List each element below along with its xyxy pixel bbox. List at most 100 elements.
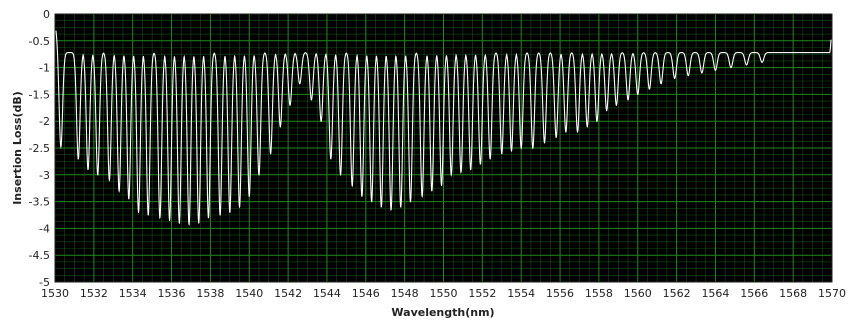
dip-point [390,209,392,211]
x-tick-label: 1560 [624,287,652,300]
x-tick-label: 1566 [740,287,768,300]
y-tick-label: -3.5 [29,196,50,209]
dip-point [431,190,433,192]
x-tick-label: 1564 [701,287,729,300]
dip-point [555,136,557,138]
y-axis-title: Insertion Loss(dB) [11,91,24,205]
y-tick-label: -4.5 [29,249,50,262]
dip-point [576,131,579,133]
y-tick-label: -2.5 [29,142,50,155]
dip-point [687,75,689,77]
dip-point [258,174,260,176]
y-tick-label: -0.5 [29,35,50,48]
dip-point [238,206,241,208]
x-tick-label: 1538 [196,287,224,300]
x-tick-label: 1542 [274,287,302,300]
dip-point [310,99,313,101]
dip-point [421,195,423,197]
dip-point [489,158,491,160]
y-tick-label: -5 [39,276,50,289]
dip-point [60,147,62,149]
dip-point [108,179,110,181]
dip-point [380,206,382,208]
dip-point [409,201,412,203]
dip-point [674,77,676,79]
dip-point [460,171,462,173]
x-tick-label: 1558 [585,287,613,300]
dip-point [532,147,534,149]
dip-point [299,83,301,85]
dip-point [229,211,231,213]
dip-point [701,72,703,74]
dip-point [178,222,180,224]
dip-point [637,93,639,95]
dip-point [615,104,617,106]
y-tick-label: 0 [43,8,50,21]
dip-point [118,190,120,192]
x-tick-label: 1570 [818,287,846,300]
dip-point [77,158,79,160]
dip-point [330,158,332,160]
dip-point [147,214,149,216]
grid-lines [54,13,833,283]
x-tick-label: 1562 [663,287,691,300]
dip-point [361,195,363,197]
dip-point [219,214,221,216]
dip-point [87,168,89,171]
dip-point [761,61,763,63]
x-tick-label: 1534 [119,287,147,300]
x-axis-ticks: 1530 1532 1534 1536 1538 1540 1542 1544 1546 1548… [41,287,846,300]
dip-point [648,88,651,90]
dip-point [440,184,443,187]
y-tick-label: -3 [39,169,50,182]
dip-point [586,125,588,128]
dip-point [596,120,598,122]
dip-point [320,120,322,122]
dip-point [270,152,272,154]
dip-point [351,184,353,187]
dip-point [159,217,161,219]
dip-point [198,222,200,224]
dip-point [510,150,513,152]
y-tick-label: -4 [39,222,50,235]
dip-point [188,223,190,225]
x-tick-label: 1554 [507,287,535,300]
x-tick-label: 1568 [779,287,807,300]
dip-point [520,147,522,149]
plot-frame [54,13,833,283]
dip-point [169,219,171,221]
y-axis-ticks: 0 -0.5 -1 -1.5 -2 -2.5 -3 -3.5 -4 -4.5 -5 [29,8,50,289]
dip-point [137,211,140,213]
dip-point [400,206,402,208]
x-tick-label: 1540 [235,287,263,300]
x-tick-label: 1532 [80,287,108,300]
dip-point [450,174,452,176]
dip-point [248,195,250,197]
dip-point [606,109,608,112]
dip-point [627,99,629,101]
x-tick-label: 1556 [546,287,574,300]
x-tick-label: 1548 [391,287,419,300]
x-tick-label: 1546 [352,287,380,300]
dip-point [730,67,732,69]
dip-point [371,201,373,203]
spectrum-trace [55,30,832,227]
dip-point [207,217,210,219]
dip-point [97,174,99,176]
x-tick-label: 1530 [41,287,69,300]
dip-point [470,168,472,171]
x-tick-label: 1552 [468,287,496,300]
y-tick-label: -1.5 [29,88,50,101]
y-tick-label: -2 [39,115,50,128]
x-tick-label: 1536 [158,287,186,300]
x-axis-title: Wavelength(nm) [391,306,494,319]
dip-point [128,198,130,200]
y-tick-label: -1 [39,62,50,75]
dip-point [543,142,546,144]
dip-point [745,64,748,66]
dip-point [714,69,717,71]
x-tick-label: 1544 [313,287,341,300]
dip-point [339,174,342,176]
dip-point [660,83,662,85]
x-tick-label: 1550 [430,287,458,300]
